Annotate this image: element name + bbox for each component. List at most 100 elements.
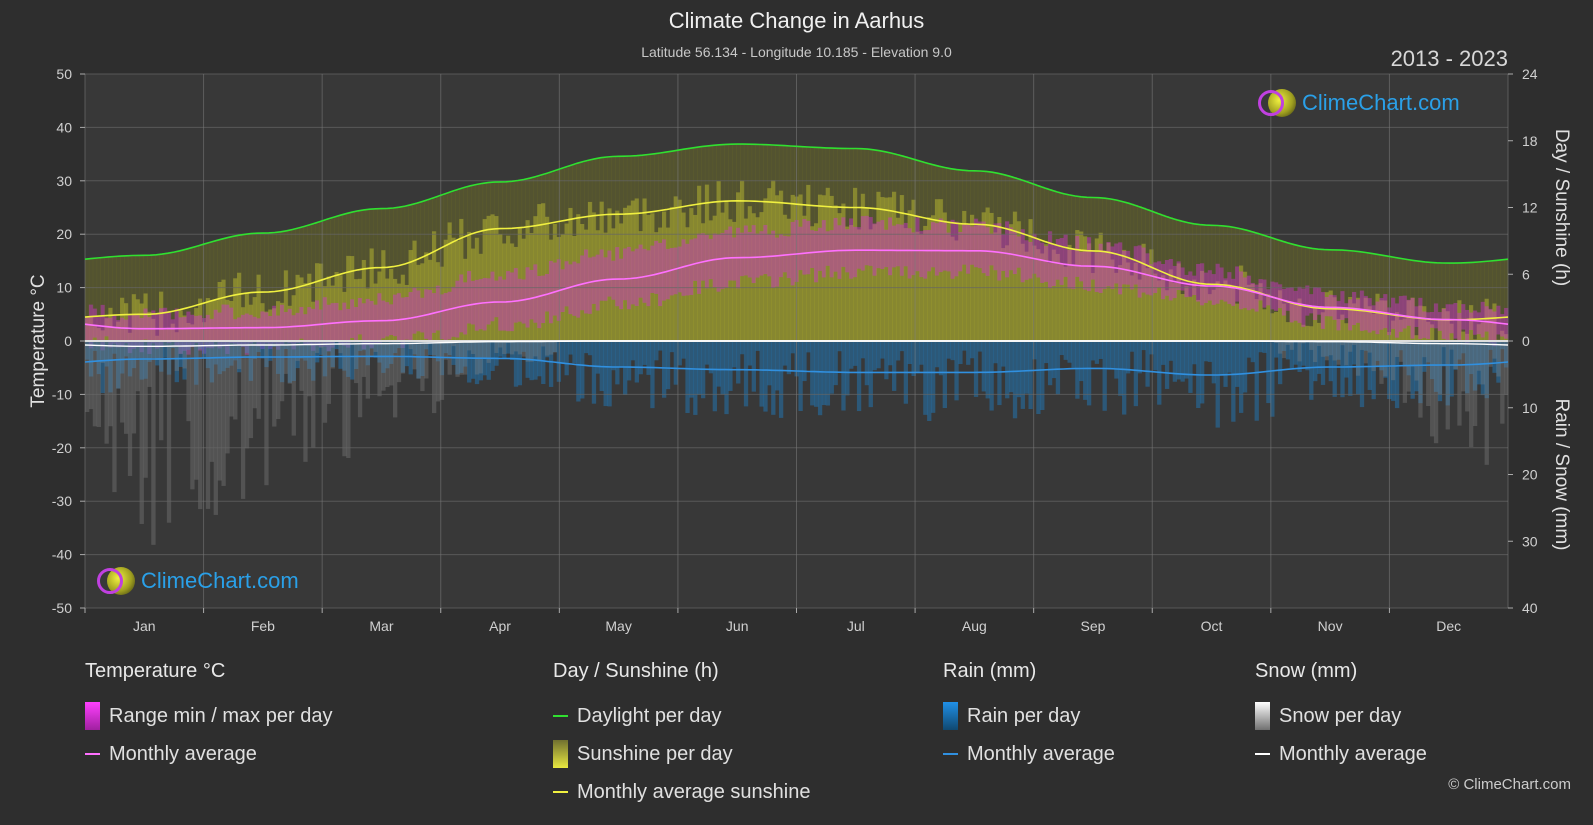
- sunshine-day-bar: [552, 223, 558, 341]
- temp-range-day-bar: [1008, 227, 1014, 271]
- temp-range-day-bar: [1449, 304, 1454, 334]
- snow-day-bar: [443, 341, 448, 360]
- daylight-day-bar: [989, 171, 994, 341]
- temp-range-day-bar: [447, 291, 452, 340]
- temp-range-day-bar: [611, 260, 616, 300]
- snow-day-bar: [1422, 341, 1427, 358]
- rain-day-bar: [1391, 341, 1396, 401]
- sunshine-day-bar: [1211, 289, 1217, 341]
- sunshine-day-bar: [1422, 306, 1427, 341]
- temp-range-day-bar: [1059, 238, 1064, 285]
- daylight-day-bar: [1281, 241, 1287, 341]
- sunshine-day-bar: [291, 295, 296, 341]
- daylight-day-bar: [814, 147, 819, 341]
- snow-day-bar: [342, 341, 347, 457]
- temp-range-day-bar: [1453, 303, 1458, 339]
- rain-day-bar: [954, 341, 959, 401]
- daylight-day-bar: [490, 182, 495, 341]
- daylight-day-bar: [685, 149, 690, 341]
- sunshine-day-bar: [1125, 262, 1131, 341]
- sunshine-day-bar: [1379, 300, 1384, 341]
- rain-day-bar: [693, 341, 698, 415]
- snow-day-bar: [451, 341, 456, 347]
- snow-day-bar: [186, 341, 191, 422]
- temp-range-day-bar: [615, 247, 620, 307]
- rain-day-bar: [1293, 341, 1298, 365]
- sunshine-day-bar: [1391, 320, 1396, 341]
- daylight-day-bar: [1118, 200, 1123, 341]
- daylight-day-bar: [1476, 262, 1482, 341]
- logo-bottom-left[interactable]: ClimeChart.com: [97, 567, 299, 595]
- snow-day-bar: [159, 341, 164, 441]
- sunshine-day-bar: [295, 274, 300, 341]
- temp-range-day-bar: [1277, 284, 1283, 309]
- rain-day-bar: [888, 341, 893, 366]
- snow-day-bar: [268, 341, 273, 347]
- daylight-day-bar: [276, 232, 281, 341]
- temp-range-day-bar: [467, 271, 472, 324]
- temp-range-day-bar: [677, 246, 682, 293]
- sunshine-day-bar: [958, 223, 963, 341]
- daylight-day-bar: [264, 233, 269, 341]
- snow-day-bar: [1430, 341, 1435, 437]
- daylight-day-bar: [595, 158, 601, 341]
- temp-range-day-bar: [708, 238, 714, 280]
- temp-range-day-bar: [1406, 299, 1411, 326]
- logo-top-right[interactable]: ClimeChart.com: [1258, 89, 1460, 117]
- snow-day-bar: [194, 341, 199, 480]
- temp-range-day-bar: [205, 314, 211, 348]
- daylight-day-bar: [1102, 197, 1107, 341]
- rain-day-bar: [1001, 341, 1006, 367]
- sunshine-day-bar: [490, 214, 495, 341]
- snow-day-bar: [541, 341, 546, 347]
- daylight-day-bar: [993, 172, 998, 341]
- sunshine-day-bar: [763, 198, 768, 341]
- right-top-tick-label: 6: [1522, 266, 1530, 282]
- daylight-day-bar: [1231, 226, 1236, 341]
- daylight-day-bar: [506, 181, 511, 341]
- rain-day-bar: [1005, 341, 1010, 399]
- rain-day-bar: [814, 341, 819, 407]
- sunshine-day-bar: [1157, 280, 1162, 341]
- left-tick-label: 40: [56, 119, 72, 135]
- daylight-day-bar: [1496, 260, 1501, 341]
- snow-day-bar: [295, 341, 300, 361]
- rain-day-bar: [361, 341, 367, 351]
- sunshine-day-bar: [864, 208, 870, 341]
- right-top-tick-label: 0: [1522, 333, 1530, 349]
- sunshine-day-bar: [1219, 283, 1224, 341]
- snow-day-bar: [1313, 341, 1318, 363]
- sunshine-day-bar: [85, 317, 90, 341]
- snow-day-bar: [346, 341, 351, 459]
- x-tick-label: Aug: [962, 618, 987, 634]
- temp-range-day-bar: [911, 232, 916, 276]
- daylight-day-bar: [626, 156, 632, 341]
- snow-day-bar: [162, 341, 168, 347]
- snow-day-bar: [1410, 341, 1415, 367]
- sunshine-day-bar: [962, 210, 967, 341]
- rain-day-bar: [837, 341, 842, 352]
- rain-day-bar: [892, 341, 897, 391]
- temp-range-day-bar: [529, 269, 534, 320]
- daylight-day-bar: [615, 156, 620, 341]
- temp-range-day-bar: [1071, 248, 1076, 290]
- daylight-day-bar: [260, 233, 265, 341]
- daylight-day-bar: [1500, 260, 1505, 341]
- daylight-day-bar: [525, 179, 530, 341]
- temp-range-day-bar: [346, 308, 351, 348]
- snow-day-bar: [1433, 341, 1439, 444]
- snow-day-bar: [424, 341, 429, 379]
- daylight-day-bar: [1172, 218, 1178, 341]
- daylight-day-bar: [1161, 214, 1166, 341]
- rain-day-bar: [268, 341, 273, 361]
- sunshine-day-bar: [350, 256, 355, 341]
- sunshine-day-bar: [209, 300, 215, 341]
- temp-range-day-bar: [342, 302, 347, 346]
- legend-label: Daylight per day: [577, 704, 722, 727]
- temp-range-day-bar: [1274, 282, 1279, 311]
- daylight-line: [84, 143, 1509, 264]
- temp-range-day-bar: [856, 227, 862, 269]
- rain-day-bar: [907, 341, 912, 364]
- snow-day-bar: [131, 341, 137, 434]
- sunshine-day-bar: [377, 271, 382, 341]
